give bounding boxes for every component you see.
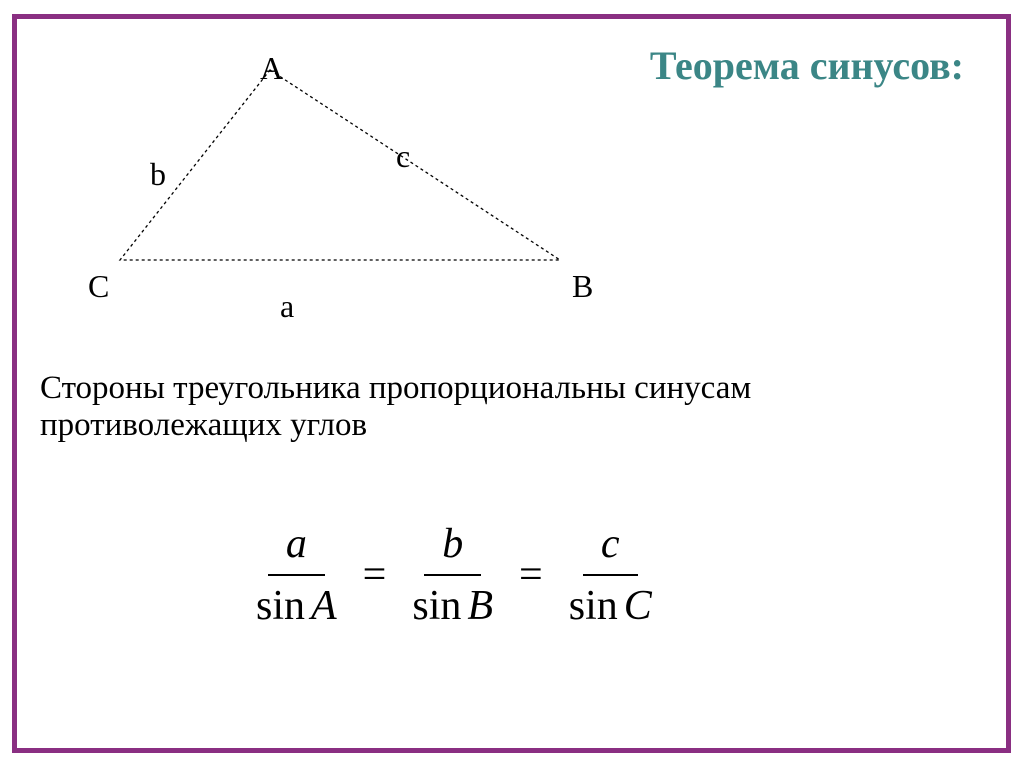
- fraction-2: b sinB: [406, 520, 499, 630]
- numerator-b: b: [424, 520, 481, 576]
- side-a-label: a: [280, 288, 294, 325]
- fraction-1: a sinA: [250, 520, 343, 630]
- vertex-C-label: C: [88, 268, 109, 305]
- theorem-statement: Стороны треугольника пропорциональны син…: [40, 370, 940, 444]
- triangle-diagram: A B C a b c: [80, 60, 600, 340]
- slide-title: Теорема синусов:: [650, 42, 964, 89]
- denominator-sinC: sinC: [563, 576, 658, 630]
- numerator-a: a: [268, 520, 325, 576]
- fraction-3: c sinC: [563, 520, 658, 630]
- denominator-sinA: sinA: [250, 576, 343, 630]
- side-c-label: c: [396, 138, 410, 175]
- side-b-label: b: [150, 156, 166, 193]
- vertex-B-label: B: [572, 268, 593, 305]
- equals-2: =: [519, 551, 543, 599]
- denominator-sinB: sinB: [406, 576, 499, 630]
- vertex-A-label: A: [260, 50, 283, 87]
- equals-1: =: [363, 551, 387, 599]
- numerator-c: c: [583, 520, 638, 576]
- law-of-sines-formula: a sinA = b sinB = c sinC: [250, 520, 658, 630]
